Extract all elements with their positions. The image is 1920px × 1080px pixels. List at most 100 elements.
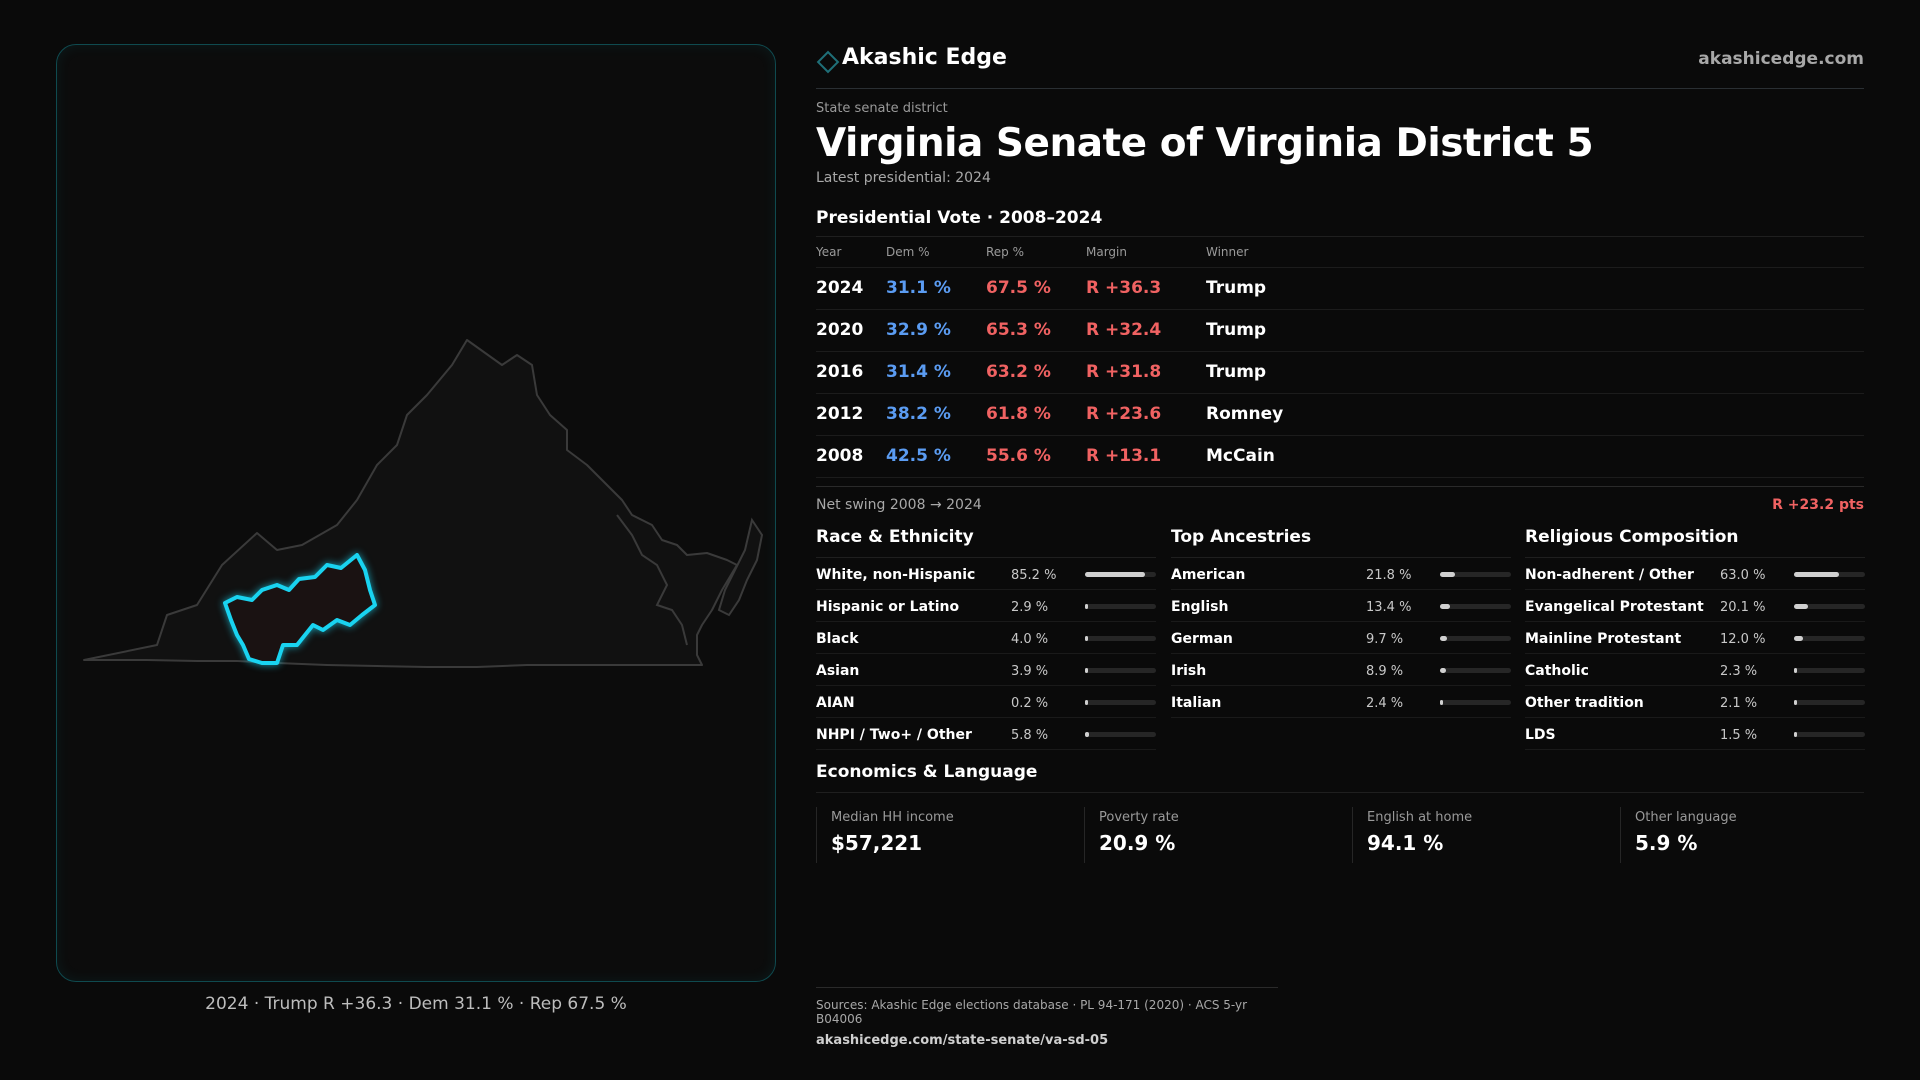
list-item: Asian 3.9 % [816, 654, 1156, 686]
share-bar [1440, 636, 1511, 641]
table-row: 2024 31.1 % 67.5 % R +36.3 Trump [816, 268, 1864, 310]
item-percent: 21.8 % [1366, 568, 1412, 583]
header-margin: Margin [1086, 245, 1127, 259]
row-rep: 63.2 % [986, 362, 1051, 382]
item-label: NHPI / Two+ / Other [816, 727, 972, 743]
table-row: 2020 32.9 % 65.3 % R +32.4 Trump [816, 310, 1864, 352]
table-row: 2008 42.5 % 55.6 % R +13.1 McCain [816, 436, 1864, 478]
race-column: Race & Ethnicity White, non-Hispanic 85.2… [816, 527, 1156, 750]
brand-name[interactable]: Akashic Edge [842, 45, 1007, 70]
share-bar-fill [1440, 572, 1456, 577]
details-panel: Akashic Edge akashicedge.com State senat… [816, 44, 1865, 877]
row-winner: Trump [1206, 278, 1267, 298]
sources-text: Sources: Akashic Edge elections database… [816, 998, 1248, 1026]
share-bar [1440, 700, 1511, 705]
row-year: 2016 [816, 362, 864, 382]
list-item: Irish 8.9 % [1171, 654, 1511, 686]
item-percent: 20.1 % [1720, 600, 1766, 615]
item-label: Other tradition [1525, 695, 1644, 711]
row-rep: 61.8 % [986, 404, 1051, 424]
list-item: German 9.7 % [1171, 622, 1511, 654]
map-caption: 2024 · Trump R +36.3 · Dem 31.1 % · Rep … [205, 994, 627, 1014]
list-item: NHPI / Two+ / Other 5.8 % [816, 718, 1156, 750]
share-bar [1440, 604, 1511, 609]
share-bar-fill [1794, 636, 1803, 641]
share-bar-fill [1794, 668, 1797, 673]
list-item: Hispanic or Latino 2.9 % [816, 590, 1156, 622]
eastern-shore [717, 517, 764, 617]
sources-url[interactable]: akashicedge.com/state-senate/va-sd-05 [816, 1033, 1109, 1048]
stat-value: 5.9 % [1635, 831, 1698, 855]
list-item: Evangelical Protestant 20.1 % [1525, 590, 1865, 622]
latest-presidential: Latest presidential: 2024 [816, 170, 991, 186]
share-bar-fill [1085, 700, 1088, 705]
stat-median-income: Median HH income $57,221 [816, 807, 1066, 863]
share-bar [1794, 732, 1865, 737]
row-rep: 55.6 % [986, 446, 1051, 466]
share-bar [1085, 572, 1156, 577]
share-bar-fill [1085, 668, 1088, 673]
vote-section-title: Presidential Vote · 2008–2024 [816, 208, 1864, 237]
stat-value: $57,221 [831, 831, 923, 855]
religion-title: Religious Composition [1525, 527, 1865, 558]
site-link[interactable]: akashicedge.com [1698, 49, 1864, 69]
item-label: Non-adherent / Other [1525, 567, 1694, 583]
race-title: Race & Ethnicity [816, 527, 1156, 558]
row-margin: R +23.6 [1086, 404, 1162, 424]
item-percent: 9.7 % [1366, 632, 1404, 647]
row-dem: 31.4 % [886, 362, 951, 382]
list-item: Non-adherent / Other 63.0 % [1525, 558, 1865, 590]
district-kicker: State senate district [816, 101, 948, 116]
row-dem: 31.1 % [886, 278, 951, 298]
item-percent: 2.9 % [1011, 600, 1049, 615]
share-bar-fill [1440, 604, 1450, 609]
list-item: White, non-Hispanic 85.2 % [816, 558, 1156, 590]
item-label: Italian [1171, 695, 1222, 711]
share-bar-fill [1794, 572, 1839, 577]
item-label: American [1171, 567, 1246, 583]
header-winner: Winner [1206, 245, 1249, 259]
row-dem: 38.2 % [886, 404, 951, 424]
net-swing: Net swing 2008 → 2024 R +23.2 pts [816, 486, 1864, 521]
item-label: Catholic [1525, 663, 1589, 679]
item-label: AIAN [816, 695, 855, 711]
item-label: LDS [1525, 727, 1556, 743]
stat-label: English at home [1367, 810, 1473, 825]
item-percent: 0.2 % [1011, 696, 1049, 711]
religion-column: Religious Composition Non-adherent / Oth… [1525, 527, 1865, 750]
item-label: Evangelical Protestant [1525, 599, 1704, 615]
net-swing-value: R +23.2 pts [1772, 497, 1864, 513]
share-bar-fill [1794, 700, 1797, 705]
map-panel [56, 44, 776, 982]
item-percent: 3.9 % [1011, 664, 1049, 679]
share-bar [1794, 572, 1865, 577]
brand-header: Akashic Edge akashicedge.com [816, 44, 1864, 89]
stat-label: Poverty rate [1099, 810, 1179, 825]
share-bar [1085, 668, 1156, 673]
stat-value: 20.9 % [1099, 831, 1176, 855]
item-label: German [1171, 631, 1233, 647]
item-percent: 12.0 % [1720, 632, 1766, 647]
row-dem: 32.9 % [886, 320, 951, 340]
ancestry-column: Top Ancestries American 21.8 % English 13.4… [1171, 527, 1511, 718]
share-bar-fill [1085, 604, 1088, 609]
item-percent: 1.5 % [1720, 728, 1758, 743]
ancestry-title: Top Ancestries [1171, 527, 1511, 558]
item-percent: 85.2 % [1011, 568, 1057, 583]
item-percent: 63.0 % [1720, 568, 1766, 583]
net-swing-label: Net swing 2008 → 2024 [816, 497, 982, 513]
item-label: Irish [1171, 663, 1207, 679]
share-bar-fill [1440, 668, 1447, 673]
row-winner: Trump [1206, 320, 1267, 340]
share-bar [1794, 668, 1865, 673]
table-row: 2012 38.2 % 61.8 % R +23.6 Romney [816, 394, 1864, 436]
stat-poverty-rate: Poverty rate 20.9 % [1084, 807, 1334, 863]
diamond-icon [816, 50, 840, 74]
share-bar-fill [1085, 572, 1146, 577]
stat-label: Median HH income [831, 810, 954, 825]
virginia-outline [83, 339, 738, 668]
list-item: LDS 1.5 % [1525, 718, 1865, 750]
econ-title: Economics & Language [816, 762, 1864, 793]
share-bar [1085, 732, 1156, 737]
row-margin: R +32.4 [1086, 320, 1162, 340]
